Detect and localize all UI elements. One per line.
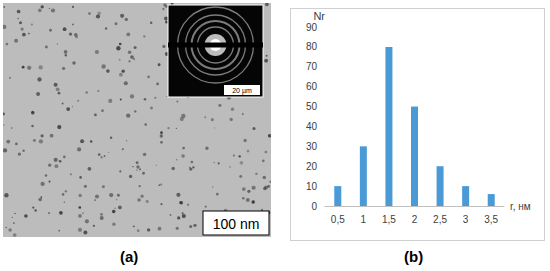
svg-text:r, нм: r, нм — [510, 201, 531, 212]
svg-text:30: 30 — [306, 141, 318, 152]
svg-text:90: 90 — [306, 22, 318, 33]
svg-text:50: 50 — [306, 101, 318, 112]
svg-text:80: 80 — [306, 41, 318, 52]
svg-text:10: 10 — [306, 181, 318, 192]
svg-text:2,5: 2,5 — [433, 214, 447, 225]
svg-text:3,5: 3,5 — [484, 214, 498, 225]
svg-text:40: 40 — [306, 121, 318, 132]
svg-text:60: 60 — [306, 81, 318, 92]
svg-text:1,5: 1,5 — [382, 214, 396, 225]
html-text:(b): (b) — [404, 248, 424, 265]
svg-text:Nr: Nr — [313, 10, 325, 22]
html-text:(a): (a) — [120, 248, 139, 265]
svg-text:70: 70 — [306, 61, 318, 72]
svg-text:20 µm: 20 µm — [232, 87, 252, 95]
svg-text:20: 20 — [306, 161, 318, 172]
svg-text:0: 0 — [311, 201, 317, 212]
svg-text:100 nm: 100 nm — [213, 216, 260, 232]
svg-text:3: 3 — [463, 214, 469, 225]
svg-text:2: 2 — [412, 214, 418, 225]
svg-text:1: 1 — [361, 214, 367, 225]
svg-text:0,5: 0,5 — [331, 214, 345, 225]
